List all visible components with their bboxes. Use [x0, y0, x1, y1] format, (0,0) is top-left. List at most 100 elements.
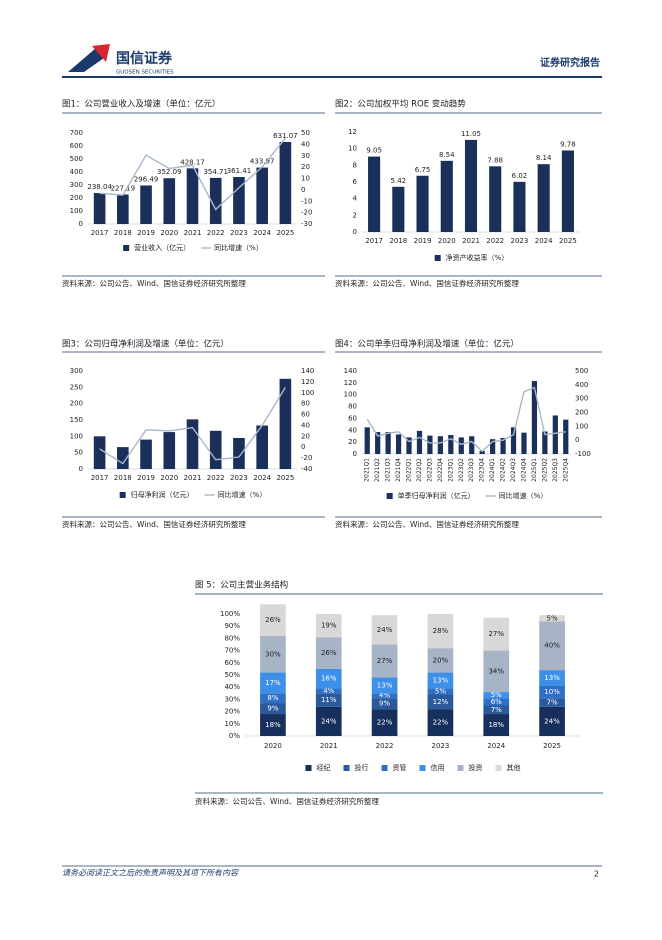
bar-segment: [427, 672, 454, 689]
legend-swatch: [495, 765, 502, 771]
bar-segment: [427, 694, 454, 710]
data-label: 433.97: [250, 158, 275, 166]
y-tick-label: 8: [353, 161, 357, 169]
y2-tick-label: 0: [575, 436, 579, 444]
data-label: 296.49: [134, 175, 159, 183]
report-type: 证券研究报告: [540, 56, 600, 69]
y2-tick-label: 100: [301, 389, 314, 397]
data-label: 18%: [488, 721, 504, 729]
bar: [469, 436, 475, 454]
legend-label: 同比增速（%）: [218, 490, 267, 499]
y-tick-label: 0%: [229, 732, 240, 740]
x-tick-label: 2020: [160, 474, 178, 482]
data-label: 352.09: [157, 168, 182, 176]
x-tick-label: 2018: [114, 474, 132, 482]
logo-mark: [68, 44, 110, 72]
data-label: 9%: [267, 705, 278, 713]
x-tick-label: 2024Q4: [520, 458, 527, 482]
legend-label: 资管: [393, 763, 407, 772]
bar: [521, 432, 527, 454]
data-label: 19%: [321, 622, 337, 630]
data-label: 428.17: [180, 158, 205, 166]
data-label: 4%: [323, 687, 334, 695]
legend-swatch: [419, 765, 426, 771]
bar-segment: [371, 644, 398, 678]
x-tick-label: 2017: [365, 237, 383, 245]
bar: [537, 164, 550, 232]
y-tick-label: 12: [348, 128, 357, 136]
x-tick-label: 2019: [137, 229, 155, 237]
x-tick-label: 2022: [207, 474, 225, 482]
y-tick-label: 20%: [224, 708, 240, 716]
bar: [490, 439, 496, 454]
x-tick-label: 2025Q2: [541, 458, 548, 482]
bar-segment: [483, 714, 510, 736]
figure-title: 图4：公司单季归母净利润及增速（单位：亿元）: [335, 339, 519, 350]
bar: [563, 419, 569, 454]
x-tick-label: 2023Q3: [468, 458, 475, 482]
y-tick-label: 100%: [220, 610, 240, 618]
legend-label: 投行: [355, 763, 369, 772]
bar-segment: [260, 604, 286, 636]
data-label: 9%: [379, 700, 390, 708]
bar-segment: [483, 705, 510, 715]
bar: [209, 430, 222, 469]
figure-title: 图3：公司归母净利润及增速（单位：亿元）: [62, 339, 229, 350]
y2-tick-label: -20: [301, 454, 312, 462]
y-tick-label: 100: [70, 432, 83, 440]
data-label: 227.19: [111, 184, 136, 192]
data-label: 238.04: [87, 183, 112, 191]
y-tick-label: 0: [79, 220, 83, 228]
x-tick-label: 2023Q2: [458, 458, 465, 482]
y-tick-label: 4: [353, 195, 358, 203]
logo-en: GUOSEN SECURITIES: [116, 70, 174, 76]
data-label: 8.14: [536, 154, 552, 162]
bar: [561, 150, 574, 232]
bar: [416, 430, 423, 454]
bar: [375, 432, 381, 454]
bar-segment: [371, 693, 398, 699]
x-tick-label: 2024Q3: [510, 458, 517, 482]
bar-segment: [539, 698, 565, 707]
bar: [385, 432, 391, 454]
bar-segment: [260, 635, 286, 673]
y-tick-label: 30%: [224, 695, 240, 703]
y-tick-label: 60: [348, 414, 357, 422]
bar-segment: [315, 693, 342, 707]
legend-label: 净资产收益率（%）: [446, 253, 509, 262]
y-tick-label: 150: [70, 416, 83, 424]
y2-tick-label: 50: [301, 129, 310, 137]
figure-title: 图1：公司营业收入及增速（单位：亿元）: [62, 99, 220, 110]
bar: [117, 194, 129, 224]
bar-segment: [483, 698, 510, 706]
y-tick-label: 50%: [224, 671, 240, 679]
x-tick-label: 2022Q4: [437, 458, 444, 482]
y2-tick-label: 500: [575, 367, 588, 375]
data-label: 7.88: [487, 156, 503, 164]
x-tick-label: 2022: [376, 742, 394, 750]
bar-segment: [371, 677, 398, 694]
y2-tick-label: 0: [301, 186, 305, 194]
y2-tick-label: -10: [301, 197, 312, 205]
data-label: 20%: [433, 656, 449, 664]
x-tick-label: 2021: [320, 742, 338, 750]
y2-tick-label: -20: [301, 209, 312, 217]
bar-segment: [371, 615, 398, 645]
data-label: 13%: [433, 676, 449, 684]
y-tick-label: 80: [348, 403, 357, 411]
data-label: 13%: [377, 681, 393, 689]
y2-tick-label: 400: [575, 381, 588, 389]
bar-segment: [315, 688, 342, 694]
data-label: 5.42: [391, 177, 407, 185]
x-tick-label: 2024Q2: [500, 458, 507, 482]
line-series: [99, 386, 286, 465]
y-tick-label: 40%: [224, 683, 240, 691]
y2-tick-label: 140: [301, 367, 314, 375]
x-tick-label: 2020: [160, 229, 178, 237]
data-label: 9.78: [560, 141, 576, 149]
y-tick-label: 60%: [224, 659, 240, 667]
disclaimer: 请务必阅读正文之后的免责声明及其项下所有内容: [62, 869, 239, 878]
bar: [406, 437, 412, 454]
data-label: 10%: [544, 688, 560, 696]
x-tick-label: 2022: [486, 237, 504, 245]
